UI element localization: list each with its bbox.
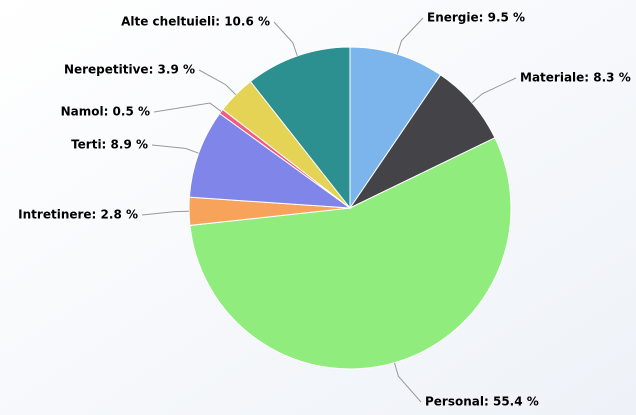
- connector: [151, 144, 199, 154]
- data-label: Alte cheltuieli: 10.6 %: [121, 15, 270, 29]
- connector: [396, 17, 424, 55]
- data-label: Intretinere: 2.8 %: [18, 208, 138, 222]
- connector: [153, 102, 222, 113]
- data-label: Materiale: 8.3 %: [520, 71, 631, 85]
- connector: [393, 362, 422, 403]
- connector: [198, 69, 237, 95]
- data-label: Personal: 55.4 %: [425, 395, 539, 409]
- pie-slice: [249, 46, 351, 210]
- connector: [141, 210, 190, 216]
- connector: [471, 77, 517, 104]
- data-label: Namol: 0.5 %: [61, 105, 150, 119]
- data-label: Terti: 8.9 %: [71, 138, 148, 152]
- connector: [273, 21, 298, 57]
- data-label: Energie: 9.5 %: [427, 11, 525, 25]
- pie-slice: [188, 112, 352, 209]
- data-label: Nerepetitive: 3.9 %: [64, 63, 195, 77]
